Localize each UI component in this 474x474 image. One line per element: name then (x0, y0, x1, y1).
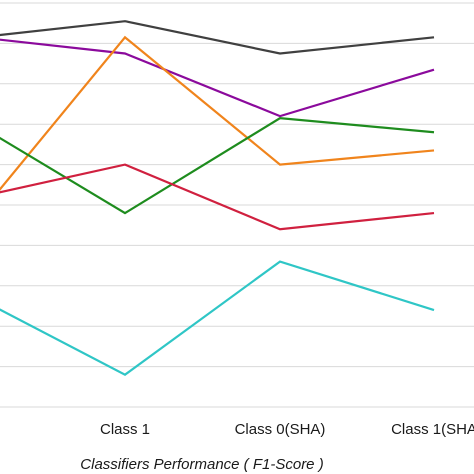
chart-series (0, 20, 435, 376)
x-axis-title: Classifiers Performance ( F1-Score ) (80, 456, 323, 473)
series-line-6 (0, 260, 435, 376)
x-tick-label-2: Class 0(SHA) (235, 421, 326, 438)
x-tick-label-1: Class 1 (100, 421, 150, 438)
series-line-2 (0, 38, 435, 118)
chart-grid (0, 2, 474, 408)
series-line-3 (0, 35, 435, 191)
series-line-4 (0, 117, 435, 215)
series-line-5 (0, 163, 435, 231)
x-tick-labels: Class 1 Class 0(SHA) Class 1(SHA (100, 421, 474, 438)
x-tick-label-3: Class 1(SHA (391, 421, 474, 438)
series-line-1 (0, 20, 435, 55)
